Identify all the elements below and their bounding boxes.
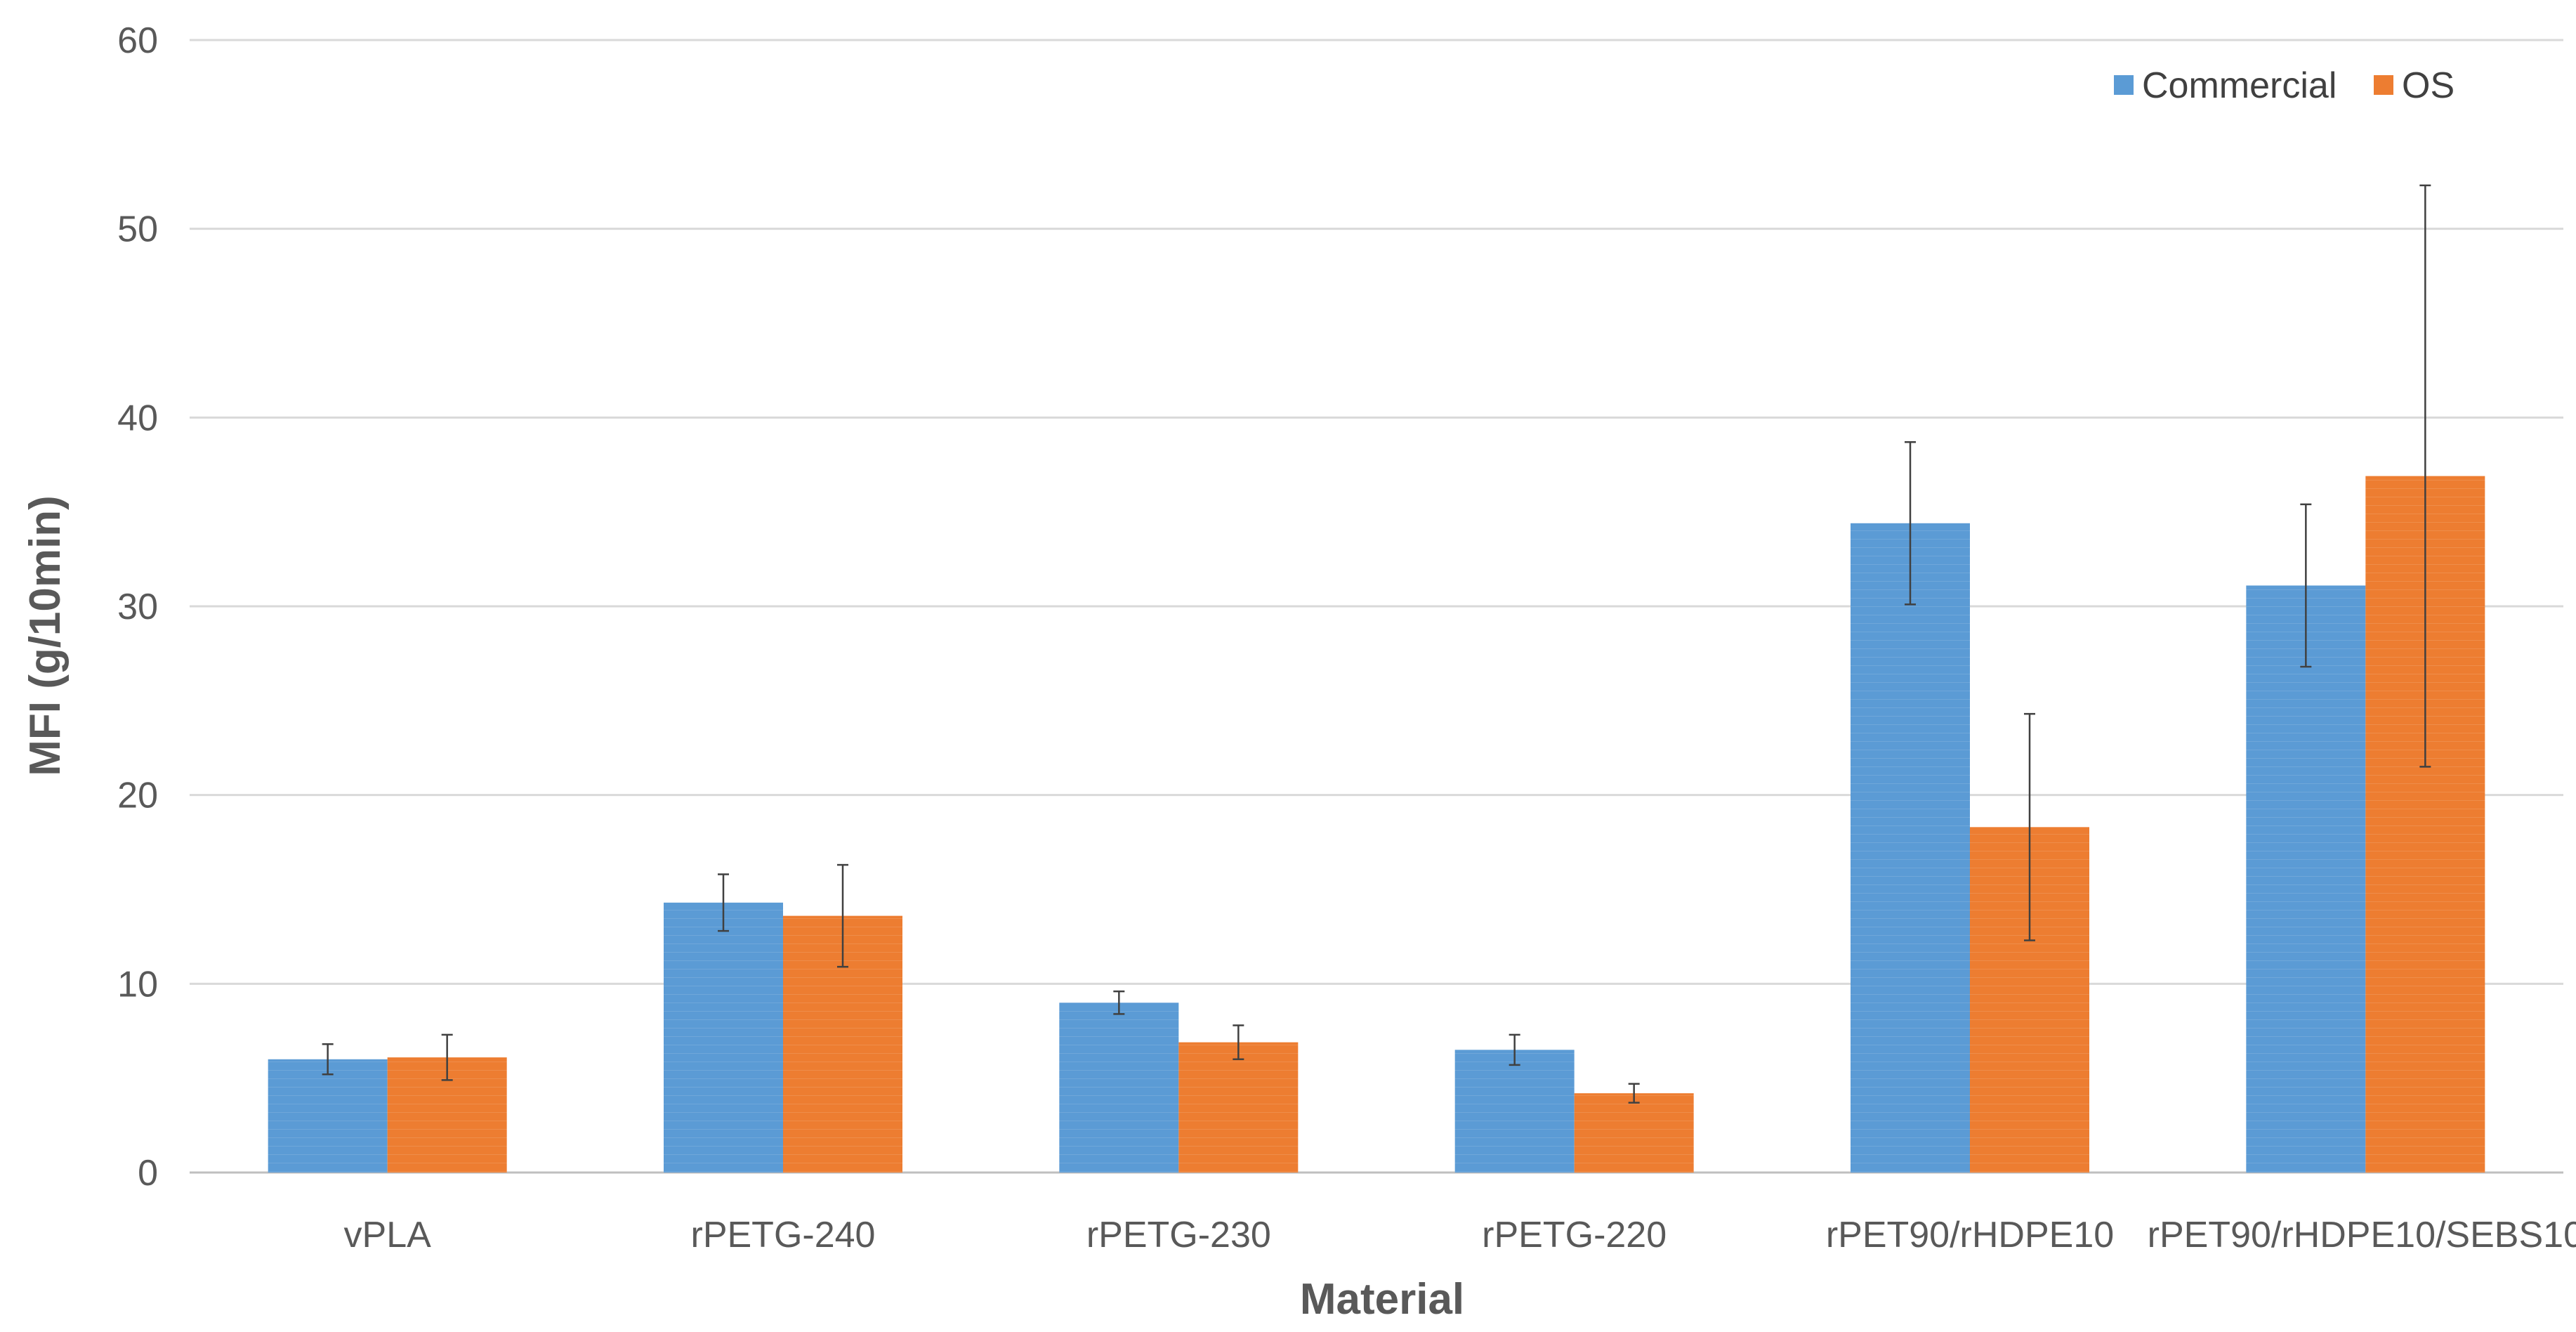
y-tick-label: 60 (117, 20, 158, 61)
x-tick-label: rPETG-240 (691, 1215, 876, 1255)
bar-commercial (1059, 1003, 1179, 1173)
y-axis-ticks: 0 10 20 30 40 50 60 (117, 20, 158, 1194)
legend: Commercial OS (2114, 65, 2455, 106)
x-tick-label: rPET90/rHDPE10 (1826, 1215, 2114, 1255)
bars (268, 476, 2485, 1173)
legend-swatch-commercial (2114, 75, 2134, 95)
y-tick-label: 10 (117, 964, 158, 1005)
x-axis-title: Material (1300, 1275, 1464, 1324)
y-tick-label: 40 (117, 398, 158, 438)
bar-commercial (664, 902, 783, 1173)
error-bars (322, 184, 2431, 1104)
legend-label-os: OS (2402, 65, 2455, 106)
y-tick-label: 50 (117, 209, 158, 250)
y-tick-label: 0 (138, 1153, 158, 1194)
bar-commercial (1851, 523, 1970, 1173)
gridlines (190, 39, 2563, 1174)
bar-commercial (1454, 1050, 1575, 1173)
bar-commercial (2246, 585, 2366, 1173)
bar-commercial (268, 1059, 388, 1173)
x-tick-label: rPETG-220 (1482, 1215, 1667, 1255)
x-tick-label: rPET90/rHDPE10/SEBS10 (2148, 1215, 2576, 1255)
y-tick-label: 20 (117, 776, 158, 816)
bar-os (1574, 1093, 1694, 1173)
legend-label-commercial: Commercial (2142, 65, 2337, 106)
bar-os (1178, 1042, 1299, 1173)
legend-swatch-os (2374, 75, 2393, 95)
x-tick-label: vPLA (344, 1215, 432, 1255)
x-tick-label: rPETG-230 (1086, 1215, 1271, 1255)
y-tick-label: 30 (117, 587, 158, 627)
y-axis-title: MFI (g/10min) (21, 495, 70, 776)
x-axis-ticks: vPLA rPETG-240 rPETG-230 rPETG-220 rPET90/rH… (344, 1215, 2576, 1255)
